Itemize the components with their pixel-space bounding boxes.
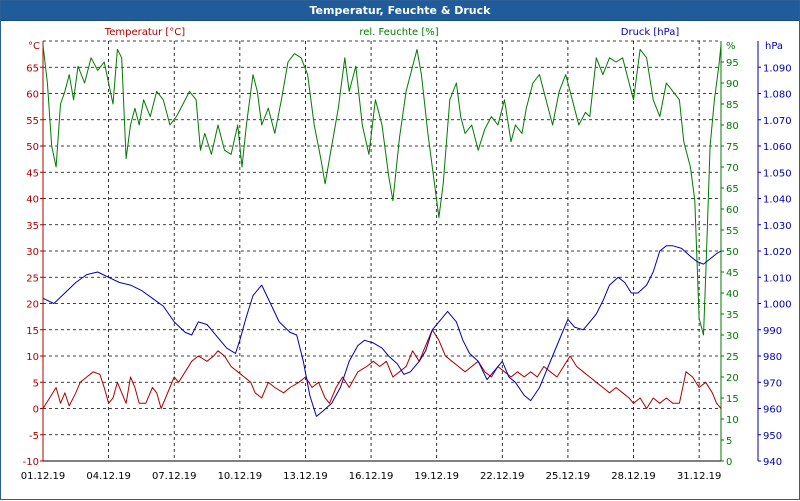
pressure-tick-label: 980 (763, 352, 782, 363)
pressure-tick-label: 950 (763, 431, 782, 442)
pressure-tick-label: 990 (763, 326, 782, 337)
pressure-tick-label: 1.080 (763, 90, 792, 101)
x-tick-label: 19.12.19 (414, 471, 459, 482)
humidity-tick-label: 55 (726, 226, 739, 237)
x-tick-label: 10.12.19 (218, 471, 263, 482)
pressure-tick-label: 1.010 (763, 273, 792, 284)
pressure-tick-label: 1.040 (763, 195, 792, 206)
x-tick-label: 22.12.19 (480, 471, 525, 482)
temperature-tick-label: -5 (29, 431, 39, 442)
humidity-tick-label: 35 (726, 310, 739, 321)
series-layer (42, 45, 722, 417)
x-tick-label: 04.12.19 (86, 471, 131, 482)
humidity-series-line (42, 45, 722, 336)
temperature-tick-label: 5 (33, 378, 39, 389)
grid-layer (43, 40, 721, 462)
temperature-tick-label: 40 (26, 195, 39, 206)
pressure-tick-label: 1.070 (763, 116, 792, 127)
pressure-tick-label: 1.020 (763, 247, 792, 258)
humidity-tick-label: 0 (726, 457, 732, 468)
temperature-tick-label: 30 (26, 247, 39, 258)
humidity-tick-label: 60 (726, 205, 739, 216)
temperature-tick-label: 0 (33, 405, 39, 416)
humidity-tick-label: 50 (726, 247, 739, 258)
humidity-tick-label: 45 (726, 268, 739, 279)
temperature-series-line (42, 329, 722, 409)
pressure-axis-label: Druck [hPa] (621, 27, 680, 38)
temperature-tick-label: 50 (26, 142, 39, 153)
humidity-tick-label: 65 (726, 184, 739, 195)
temperature-tick-label: -10 (23, 457, 39, 468)
humidity-tick-label: 20 (726, 373, 739, 384)
pressure-tick-label: 1.090 (763, 63, 792, 74)
humidity-tick-label: 15 (726, 394, 739, 405)
pressure-tick-label: 970 (763, 378, 782, 389)
humidity-tick-label: 85 (726, 100, 739, 111)
humidity-tick-label: 80 (726, 121, 739, 132)
pressure-series-line (42, 245, 722, 417)
pressure-unit: hPa (765, 41, 783, 52)
humidity-tick-label: 30 (726, 331, 739, 342)
temperature-tick-label: 10 (26, 352, 39, 363)
pressure-tick-label: 960 (763, 405, 782, 416)
humidity-tick-label: 40 (726, 289, 739, 300)
temperature-tick-label: 35 (26, 221, 39, 232)
temperature-tick-label: 60 (26, 90, 39, 101)
temperature-tick-label: 55 (26, 116, 39, 127)
humidity-axis-label: rel. Feuchte [%] (359, 27, 438, 38)
x-tick-label: 07.12.19 (152, 471, 197, 482)
x-tick-label: 25.12.19 (546, 471, 591, 482)
temperature-tick-label: 45 (26, 168, 39, 179)
humidity-tick-label: 95 (726, 58, 739, 69)
humidity-tick-label: 5 (726, 436, 732, 447)
pressure-tick-label: 1.050 (763, 168, 792, 179)
temperature-axis-label: Temperatur [°C] (104, 27, 185, 38)
temperature-tick-label: 20 (26, 300, 39, 311)
temperature-tick-label: 15 (26, 326, 39, 337)
humidity-tick-label: 90 (726, 79, 739, 90)
x-tick-label: 16.12.19 (349, 471, 394, 482)
humidity-tick-label: 10 (726, 415, 739, 426)
pressure-tick-label: 1.030 (763, 221, 792, 232)
x-tick-label: 13.12.19 (283, 471, 328, 482)
pressure-tick-label: 940 (763, 457, 782, 468)
window-title: Temperatur, Feuchte & Druck (1, 1, 799, 21)
x-tick-label: 31.12.19 (677, 471, 722, 482)
pressure-tick-label: 1.060 (763, 142, 792, 153)
x-tick-label: 01.12.19 (21, 471, 66, 482)
x-tick-label: 28.12.19 (611, 471, 656, 482)
temperature-tick-label: 65 (26, 63, 39, 74)
humidity-tick-label: 25 (726, 352, 739, 363)
humidity-tick-label: 70 (726, 163, 739, 174)
humidity-unit: % (726, 41, 736, 52)
pressure-tick-label: 1.000 (763, 300, 792, 311)
temperature-unit: °C (28, 41, 40, 52)
temperature-tick-label: 25 (26, 273, 39, 284)
axes-layer: 01.12.19 04.12.19 07.12.19 10.12.19 13.12.19… (21, 41, 792, 482)
humidity-tick-label: 75 (726, 142, 739, 153)
